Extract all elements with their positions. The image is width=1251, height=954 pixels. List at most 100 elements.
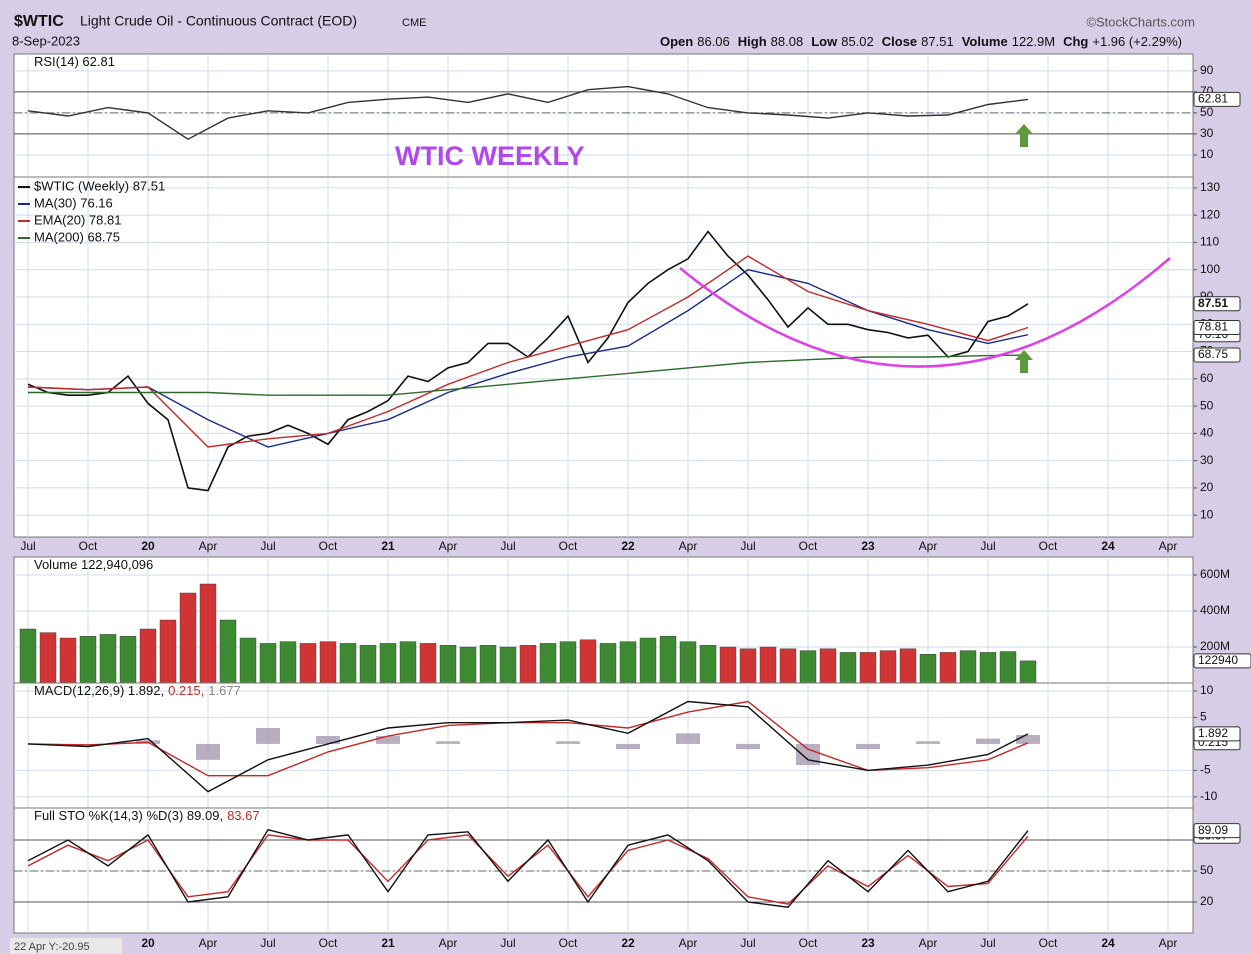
title-part: 83.67 <box>227 808 260 823</box>
x-tick-label: Jul <box>980 936 995 950</box>
y-tick-label: 50 <box>1200 398 1214 412</box>
volume-bar <box>1019 660 1037 684</box>
y-tick-label: 50 <box>1200 863 1214 877</box>
histogram-bar <box>196 743 220 760</box>
volume-bar <box>879 650 897 684</box>
y-tick-label: 50 <box>1200 105 1214 119</box>
volume-bar <box>99 634 117 684</box>
volume-bar <box>699 645 717 684</box>
x-tick-label: Oct <box>1039 539 1058 553</box>
y-tick-label: 200M <box>1200 639 1230 653</box>
series-line <box>27 255 1029 448</box>
title-part: MACD(12,26,9) 1.892, <box>34 683 164 698</box>
volume-bar <box>359 645 377 684</box>
x-tick-label: 20 <box>141 539 155 553</box>
volume-bar <box>659 636 677 684</box>
volume-bar <box>119 636 137 684</box>
x-tick-label: Oct <box>799 936 818 950</box>
volume-bar <box>719 646 737 684</box>
symbol: $WTIC <box>14 13 64 30</box>
histogram-bar <box>616 743 640 750</box>
quote-value: 88.08 <box>771 34 804 49</box>
volume-bar <box>819 648 837 684</box>
date: 8-Sep-2023 <box>12 33 80 48</box>
series-line <box>27 828 1029 908</box>
volume-bar <box>299 643 317 684</box>
exchange: CME <box>402 17 426 29</box>
volume-bar <box>679 641 697 684</box>
panel-title: Volume 122,940,096 <box>34 557 153 572</box>
histogram-bar <box>1016 735 1040 744</box>
volume-bar <box>959 650 977 684</box>
value-tag-label: 78.81 <box>1198 320 1228 334</box>
x-tick-label: Apr <box>919 539 938 553</box>
volume-bar <box>59 637 77 684</box>
x-tick-label: Jul <box>260 936 275 950</box>
volume-bar <box>399 641 417 684</box>
x-tick-label: 24 <box>1101 539 1115 553</box>
legend-label: MA(200) 68.75 <box>34 229 120 244</box>
y-tick-label: 60 <box>1200 371 1214 385</box>
value-tag <box>1193 653 1251 669</box>
histogram-bar <box>856 743 880 750</box>
x-tick-label: Oct <box>319 539 338 553</box>
y-tick-label: 90 <box>1200 63 1214 77</box>
y-tick-label: 110 <box>1200 235 1219 249</box>
panel-title: Full STO %K(14,3) %D(3) 89.09, 83.67 <box>34 808 260 823</box>
volume-bar <box>139 628 157 684</box>
x-tick-label: Jul <box>740 936 755 950</box>
volume-bar <box>759 646 777 684</box>
x-tick-label: Apr <box>919 936 938 950</box>
histogram-bar <box>556 741 580 744</box>
x-tick-label: Jul <box>740 539 755 553</box>
volume-bar <box>159 619 177 684</box>
histogram-bar <box>676 733 700 744</box>
quote-value: 122.9M <box>1012 34 1055 49</box>
value-tag <box>1193 347 1241 363</box>
y-tick-label: 100 <box>1200 262 1220 276</box>
histogram-bar <box>736 743 760 750</box>
y-tick-label: 600M <box>1200 567 1230 581</box>
quote-value: 85.02 <box>841 34 874 49</box>
quote-value: 87.51 <box>921 34 954 49</box>
x-tick-label: Apr <box>1159 539 1178 553</box>
annotation: WTIC WEEKLY <box>395 141 585 171</box>
title-part: 1.677 <box>208 683 241 698</box>
title-part: RSI(14) 62.81 <box>34 54 115 69</box>
volume-bar <box>859 652 877 684</box>
volume-bar <box>439 645 457 684</box>
quote-value: +1.96 (+2.29%) <box>1092 34 1182 49</box>
x-tick-label: Oct <box>559 539 578 553</box>
series-line <box>27 268 1029 448</box>
cup-curve <box>679 257 1171 368</box>
volume-bar <box>239 637 257 684</box>
volume-bar <box>799 650 817 684</box>
volume-bar <box>899 648 917 684</box>
volume-bar <box>599 643 617 684</box>
x-tick-label: Oct <box>559 936 578 950</box>
volume-bar <box>179 592 197 684</box>
x-tick-label: Oct <box>319 936 338 950</box>
volume-bar <box>619 641 637 684</box>
volume-bar <box>839 652 857 684</box>
x-tick-label: 22 <box>621 539 635 553</box>
y-tick-label: 120 <box>1200 207 1220 221</box>
panel <box>13 807 1194 934</box>
volume-bar <box>519 645 537 684</box>
volume-bar <box>639 637 657 684</box>
x-tick-label: 24 <box>1101 936 1115 950</box>
volume-bar <box>259 643 277 684</box>
value-tag <box>1193 823 1241 839</box>
cursor-box <box>10 938 122 954</box>
quote-label: Low <box>811 34 838 49</box>
x-tick-label: Jul <box>500 936 515 950</box>
x-tick-label: Jul <box>500 539 515 553</box>
y-tick-label: 20 <box>1200 480 1214 494</box>
quote-label: Close <box>882 34 917 49</box>
x-tick-label: Apr <box>199 539 218 553</box>
x-tick-label: 20 <box>141 936 155 950</box>
volume-bar <box>279 641 297 684</box>
volume-bar <box>559 641 577 684</box>
y-tick-label: 40 <box>1200 426 1214 440</box>
credit: ©StockCharts.com <box>1086 14 1195 29</box>
